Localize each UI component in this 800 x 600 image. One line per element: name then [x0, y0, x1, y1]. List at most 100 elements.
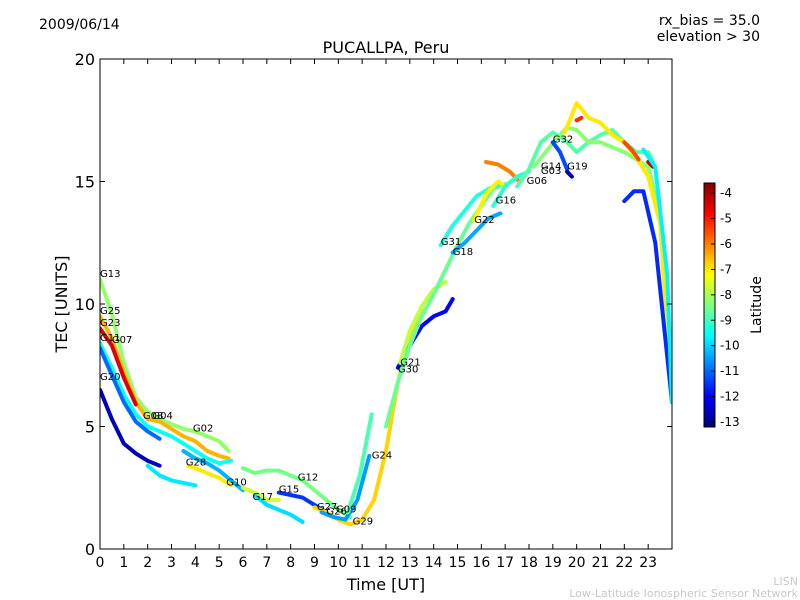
colorbar-tick-label-neg6: -6 — [720, 237, 732, 251]
x-axis-label: Time [UT] — [346, 575, 425, 594]
satellite-label-g12: G12 — [298, 472, 318, 483]
tec-trace-28 — [574, 115, 584, 123]
x-tick-label-0: 0 — [96, 555, 105, 571]
tec-trace-7 — [145, 463, 198, 488]
x-tick-label-5: 5 — [215, 555, 224, 571]
x-tick-label-14: 14 — [425, 555, 443, 571]
tec-trace-9 — [186, 463, 234, 488]
satellite-label-g04: G04 — [152, 411, 172, 422]
y-axis-ticks: 0 5 10 15 20 — [75, 50, 672, 559]
satellite-label-g15: G15 — [279, 485, 299, 496]
colorbar-tick-label-neg4: -4 — [720, 186, 732, 200]
satellite-label-g13: G13 — [100, 269, 120, 280]
satellite-label-g22: G22 — [474, 215, 494, 226]
footer-network-text: Low-Latitude Ionospheric Sensor Network — [569, 587, 798, 600]
x-tick-label-21: 21 — [592, 555, 610, 571]
x-tick-label-8: 8 — [286, 555, 295, 571]
satellite-label-g20: G20 — [100, 372, 120, 383]
x-tick-label-12: 12 — [377, 555, 395, 571]
satellite-label-g06: G06 — [527, 176, 547, 187]
tec-trace-13 — [252, 493, 305, 524]
satellite-label-g24: G24 — [372, 450, 392, 461]
x-tick-label-1: 1 — [119, 555, 128, 571]
satellite-label-g10: G10 — [226, 477, 246, 488]
x-tick-label-13: 13 — [401, 555, 419, 571]
tec-trace-21 — [450, 211, 503, 255]
tec-trace-3 — [100, 326, 138, 407]
y-tick-label-5: 5 — [85, 418, 95, 437]
x-tick-label-11: 11 — [353, 555, 371, 571]
elevation-text: elevation > 30 — [656, 29, 760, 45]
x-tick-label-7: 7 — [262, 555, 271, 571]
tec-trace-10 — [241, 466, 353, 520]
satellite-label-g26: G26 — [326, 507, 346, 518]
tec-trace-6 — [100, 387, 162, 468]
satellite-label-g16: G16 — [496, 196, 516, 207]
satellite-label-g28: G28 — [186, 458, 206, 469]
satellite-label-g11: G11 — [100, 333, 120, 344]
x-tick-label-17: 17 — [496, 555, 514, 571]
tec-trace-8 — [181, 449, 245, 493]
x-tick-label-6: 6 — [239, 555, 248, 571]
rx-bias-text: rx_bias = 35.0 — [658, 13, 760, 29]
satellite-label-g07: G07 — [112, 335, 132, 346]
y-tick-label-20: 20 — [75, 50, 95, 69]
x-tick-label-9: 9 — [310, 555, 319, 571]
satellite-label-g02: G02 — [193, 423, 213, 434]
tec-trace-34 — [641, 147, 672, 404]
tec-trace-22 — [472, 179, 508, 223]
x-tick-label-22: 22 — [615, 555, 633, 571]
satellite-label-g08: G08 — [143, 411, 163, 422]
date-label: 2009/06/14 — [39, 17, 120, 33]
tec-trace-27 — [562, 101, 672, 404]
satellite-label-g32: G32 — [553, 134, 573, 145]
x-tick-label-18: 18 — [520, 555, 538, 571]
satellite-label-g29: G29 — [353, 517, 373, 528]
tec-trace-5 — [100, 346, 162, 441]
tec-trace-24 — [491, 169, 531, 208]
x-tick-label-23: 23 — [639, 555, 657, 571]
satellite-label-g03: G03 — [541, 166, 561, 177]
satellite-label-g18: G18 — [453, 247, 473, 258]
y-tick-label-0: 0 — [85, 540, 95, 559]
series-layer — [100, 101, 672, 527]
tec-trace-32 — [622, 189, 672, 404]
colorbar-tick-label-neg8: -8 — [720, 288, 732, 302]
x-tick-label-19: 19 — [544, 555, 562, 571]
rx-bias-label: rx_bias = 35.0 elevation > 30 — [657, 13, 760, 45]
colorbar-tick-label-neg13: -13 — [720, 415, 740, 429]
satellite-label-g19: G19 — [567, 161, 587, 172]
plot-frame — [99, 58, 673, 550]
x-axis-ticks: 0 1 2 3 4 5 6 7 8 9 10 11 12 13 14 15 16 17 18 19 20 21 22 23 — [96, 59, 657, 571]
footer-logo-text: LISN — [773, 575, 798, 588]
colorbar: -4 -5 -6 -7 -8 -9 -10 -11 -12 -13 Latitude — [703, 182, 765, 429]
satellite-label-g21: G21 — [400, 357, 420, 368]
tec-trace-1 — [100, 277, 231, 453]
satellite-label-g23: G23 — [100, 318, 120, 329]
tec-trace-4 — [100, 341, 234, 466]
colorbar-tick-label-neg9: -9 — [720, 313, 732, 327]
tec-trace-16 — [345, 412, 374, 515]
colorbar-label: Latitude — [749, 276, 765, 334]
tec-trace-31 — [550, 140, 570, 172]
y-tick-label-15: 15 — [75, 173, 95, 192]
satellite-label-g14: G14 — [541, 161, 561, 172]
satellite-label-g31: G31 — [441, 237, 461, 248]
colorbar-tick-label-neg12: -12 — [720, 390, 740, 404]
chart-title: PUCALLPA, Peru — [322, 38, 450, 57]
tec-trace-11 — [241, 485, 281, 502]
colorbar-tick-label-neg10: -10 — [720, 339, 740, 353]
colorbar-gradient — [703, 182, 716, 428]
colorbar-tick-label-neg5: -5 — [720, 212, 732, 226]
y-tick-label-10: 10 — [75, 295, 95, 314]
x-tick-label-20: 20 — [568, 555, 586, 571]
x-tick-label-4: 4 — [191, 555, 200, 571]
x-tick-label-15: 15 — [449, 555, 467, 571]
satellite-label-g17: G17 — [253, 492, 273, 503]
x-tick-label-10: 10 — [329, 555, 347, 571]
colorbar-tick-label-neg7: -7 — [720, 262, 732, 276]
satellite-label-g25: G25 — [100, 306, 120, 317]
tec-trace-15 — [319, 453, 372, 522]
